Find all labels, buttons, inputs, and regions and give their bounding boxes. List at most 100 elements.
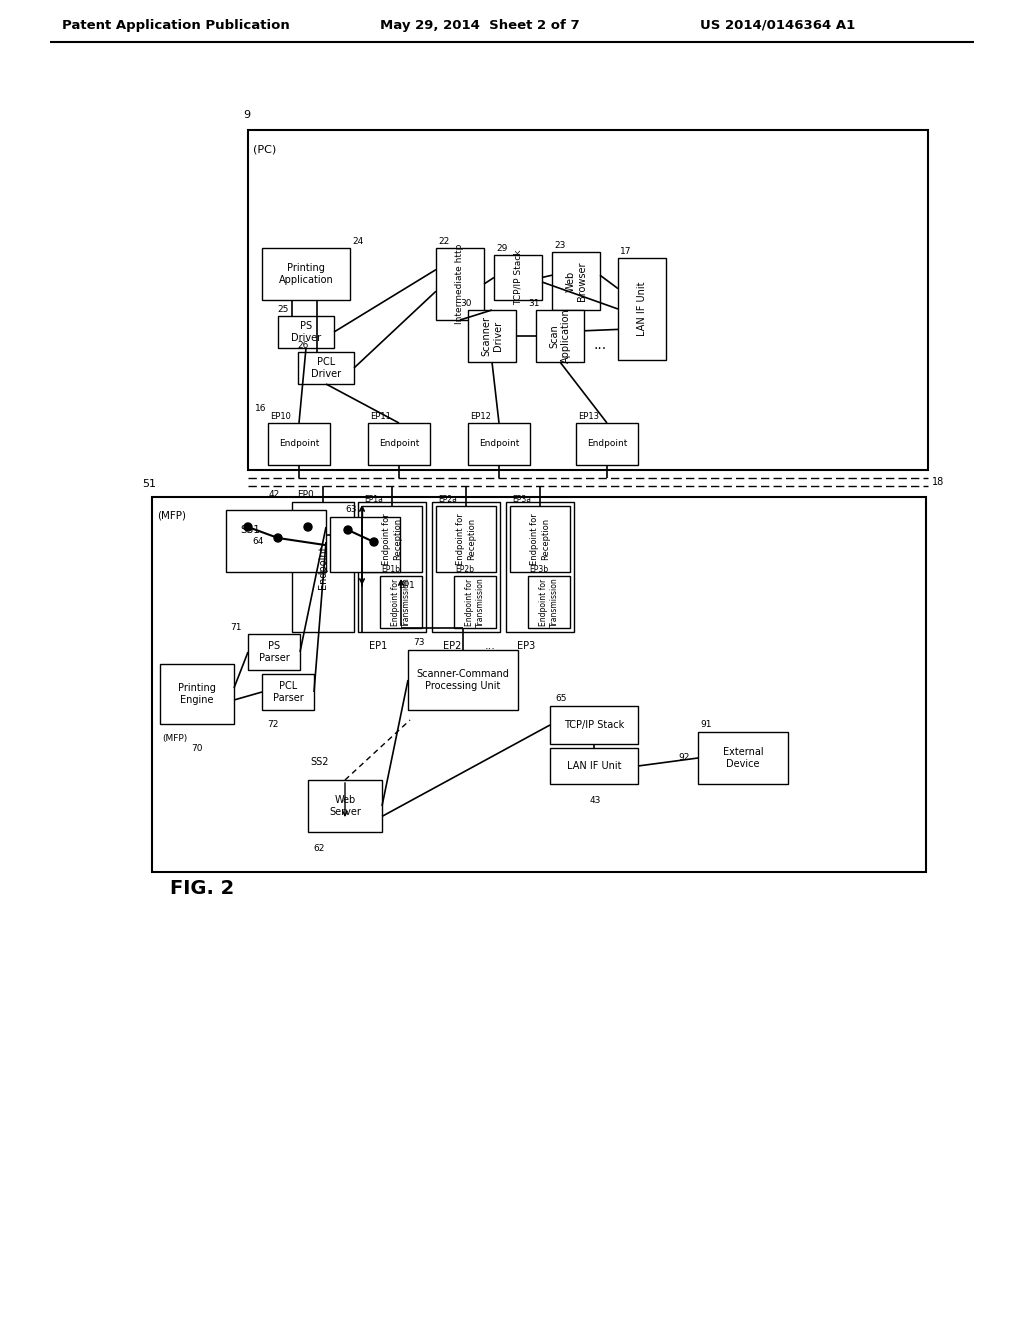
Text: 43: 43 [590, 796, 601, 805]
Bar [262, 675, 314, 710]
Bar [528, 576, 570, 628]
Bar [468, 310, 516, 362]
Text: 22: 22 [438, 238, 450, 246]
Text: 42: 42 [268, 490, 280, 499]
Text: EP0: EP0 [297, 490, 313, 499]
Text: EP1a: EP1a [364, 495, 383, 504]
Bar [262, 248, 350, 300]
Text: Printing
Engine: Printing Engine [178, 684, 216, 705]
Text: 18: 18 [932, 477, 944, 487]
Bar [550, 706, 638, 744]
Text: External
Device: External Device [723, 747, 763, 768]
Text: EP12: EP12 [470, 412, 490, 421]
Text: EP3b: EP3b [529, 565, 548, 574]
Circle shape [274, 535, 282, 543]
Text: 30: 30 [460, 300, 471, 308]
Text: Endpoint: Endpoint [587, 440, 627, 449]
Bar [494, 255, 542, 300]
Text: 65: 65 [555, 694, 566, 704]
Text: 31: 31 [528, 300, 540, 308]
Text: (PC): (PC) [253, 144, 276, 154]
Text: EP1: EP1 [369, 642, 387, 651]
Text: ...: ... [484, 642, 496, 651]
Text: 26: 26 [297, 341, 308, 350]
Bar [510, 506, 570, 572]
Text: Endpoint for
Transmission: Endpoint for Transmission [540, 577, 559, 627]
Text: EP1b: EP1b [381, 565, 400, 574]
Circle shape [304, 523, 312, 531]
Bar [436, 248, 484, 319]
Circle shape [244, 523, 252, 531]
Bar [698, 733, 788, 784]
Text: 16: 16 [255, 404, 266, 413]
Bar [575, 422, 638, 465]
Text: EP3a: EP3a [512, 495, 531, 504]
Text: EP13: EP13 [578, 412, 599, 421]
Bar [298, 352, 354, 384]
Bar [436, 506, 496, 572]
Text: Endpoint for
Reception: Endpoint for Reception [382, 513, 401, 565]
Text: EP2: EP2 [442, 642, 461, 651]
Bar [292, 502, 354, 632]
Bar [226, 510, 326, 572]
Text: Intermediate http: Intermediate http [456, 244, 465, 325]
Text: 71: 71 [230, 623, 242, 632]
Text: (MFP): (MFP) [157, 511, 186, 521]
Text: Endpoint: Endpoint [318, 545, 328, 589]
Bar [308, 780, 382, 832]
Text: SS2: SS2 [310, 756, 329, 767]
Text: PS
Parser: PS Parser [259, 642, 290, 663]
Bar [618, 257, 666, 360]
Text: 92: 92 [678, 754, 689, 763]
Text: 63: 63 [345, 506, 356, 513]
Text: May 29, 2014  Sheet 2 of 7: May 29, 2014 Sheet 2 of 7 [380, 18, 580, 32]
Text: Endpoint: Endpoint [279, 440, 319, 449]
Text: LAN IF Unit: LAN IF Unit [566, 762, 622, 771]
Text: 9: 9 [243, 110, 250, 120]
Bar [330, 517, 400, 572]
Bar [358, 502, 426, 632]
Text: 24: 24 [352, 238, 364, 246]
Text: EP2a: EP2a [438, 495, 457, 504]
Text: EP10: EP10 [270, 412, 291, 421]
Bar [550, 748, 638, 784]
Bar [248, 129, 928, 470]
Text: Scanner
Driver: Scanner Driver [481, 315, 503, 356]
Text: 29: 29 [496, 244, 507, 253]
Text: 62: 62 [313, 843, 325, 853]
Circle shape [344, 525, 352, 535]
Bar [268, 422, 330, 465]
Text: 73: 73 [413, 638, 425, 647]
Text: 70: 70 [191, 744, 203, 752]
Text: Endpoint for
Transmission: Endpoint for Transmission [465, 577, 484, 627]
Text: 64: 64 [252, 537, 263, 546]
Bar [248, 634, 300, 671]
Text: 51: 51 [142, 479, 156, 488]
Text: EP3: EP3 [517, 642, 536, 651]
Text: Endpoint for
Transmission: Endpoint for Transmission [391, 577, 411, 627]
Text: Scan
Application: Scan Application [549, 309, 570, 363]
Text: 25: 25 [278, 305, 289, 314]
Text: 72: 72 [267, 719, 279, 729]
Text: TCP/IP Stack: TCP/IP Stack [513, 249, 522, 305]
Text: EP1: EP1 [398, 582, 415, 590]
Text: LAN IF Unit: LAN IF Unit [637, 281, 647, 337]
Text: Endpoint: Endpoint [379, 440, 419, 449]
Text: PCL
Parser: PCL Parser [272, 681, 303, 702]
Text: PCL
Driver: PCL Driver [311, 358, 341, 379]
Bar [408, 649, 518, 710]
Text: FIG. 2: FIG. 2 [170, 879, 234, 898]
Bar [468, 422, 530, 465]
Text: EP2b: EP2b [455, 565, 474, 574]
Bar [362, 506, 422, 572]
Bar [380, 576, 422, 628]
Text: Printing
Application: Printing Application [279, 263, 334, 285]
Bar [454, 576, 496, 628]
Bar [368, 422, 430, 465]
Bar [278, 315, 334, 348]
Text: Endpoint: Endpoint [479, 440, 519, 449]
Circle shape [370, 539, 378, 546]
Text: Endpoint for
Reception: Endpoint for Reception [457, 513, 476, 565]
Text: Web
Browser: Web Browser [565, 261, 587, 301]
Text: PS
Driver: PS Driver [291, 321, 322, 343]
